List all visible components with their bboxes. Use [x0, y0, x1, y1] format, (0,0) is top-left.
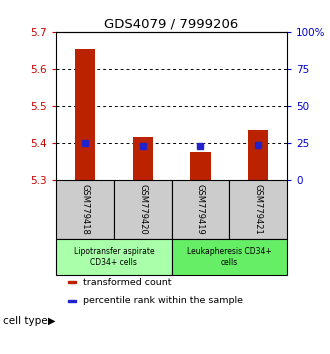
Text: ▶: ▶ — [48, 316, 55, 326]
Text: Leukapheresis CD34+
cells: Leukapheresis CD34+ cells — [187, 247, 272, 267]
Text: GSM779418: GSM779418 — [81, 184, 89, 235]
Bar — [133, 137, 153, 180]
Bar — [75, 48, 95, 180]
Bar — [68, 300, 76, 302]
Bar — [68, 281, 76, 283]
Bar — [114, 180, 172, 239]
Text: cell type: cell type — [3, 316, 48, 326]
Bar — [56, 239, 172, 275]
Bar — [56, 180, 114, 239]
Title: GDS4079 / 7999206: GDS4079 / 7999206 — [105, 18, 239, 31]
Bar — [229, 180, 287, 239]
Text: transformed count: transformed count — [83, 278, 171, 287]
Text: GSM779421: GSM779421 — [254, 184, 263, 235]
Bar — [172, 239, 287, 275]
Text: GSM779420: GSM779420 — [138, 184, 147, 235]
Text: percentile rank within the sample: percentile rank within the sample — [83, 296, 243, 305]
Bar — [190, 152, 211, 180]
Text: Lipotransfer aspirate
CD34+ cells: Lipotransfer aspirate CD34+ cells — [74, 247, 154, 267]
Text: GSM779419: GSM779419 — [196, 184, 205, 235]
Bar — [172, 180, 229, 239]
Bar — [248, 130, 268, 180]
